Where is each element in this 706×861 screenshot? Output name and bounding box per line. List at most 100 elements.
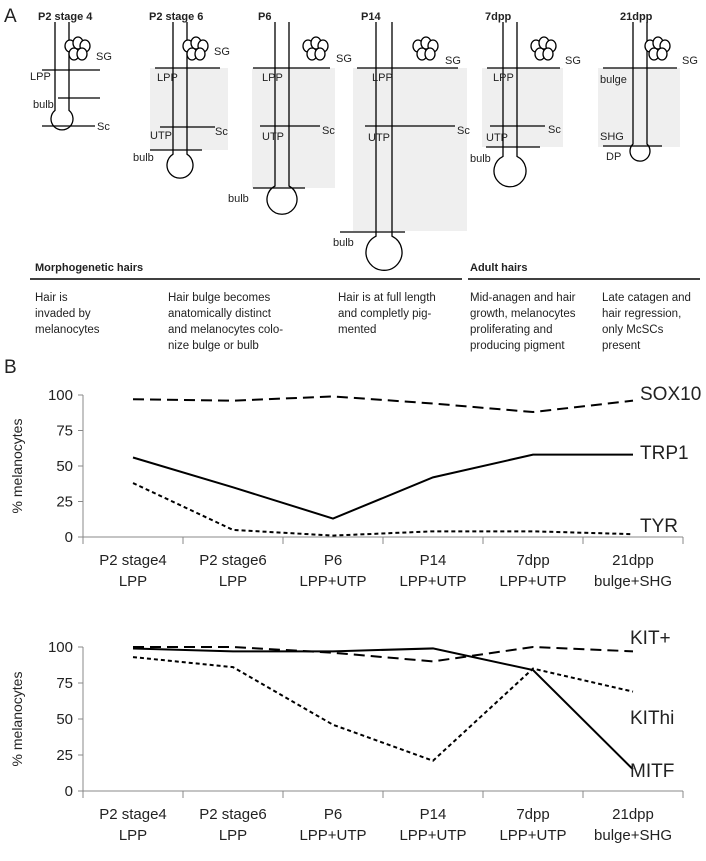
diagram-label: LPP [30,71,51,83]
description-line: Mid-anagen and hair [470,292,576,304]
descriptions: Hair is invaded by melanocytes Hair bulge b… [35,292,691,352]
x-tick-label: P6 [324,806,342,823]
diagram-label: Sc [457,125,470,137]
sebaceous-gland [542,47,554,61]
follicle [629,22,651,162]
stage-title: P14 [361,11,381,23]
series-line [133,645,634,663]
description-line: and completly pig- [338,308,431,320]
x-tick-label: P2 stage6 [199,806,267,823]
diagram-label: SG [682,55,698,67]
diagram-label: LPP [493,72,514,84]
diagram-label: SHG [600,131,624,143]
y-tick-label: 25 [56,494,73,511]
zone [252,68,335,188]
diagram-label: SG [565,55,581,67]
diagram-label: SG [445,55,461,67]
x-tick-label: LPP+UTP [399,827,466,844]
x-tick-label: 21dpp [612,552,654,569]
series-line [132,453,633,520]
series-label: KIThi [630,708,674,729]
sebaceous-gland [656,47,668,61]
x-tick-label: LPP+UTP [299,827,366,844]
description-line: invaded by [35,308,91,320]
description-line: anatomically distinct [168,308,272,320]
y-tick-label: 0 [65,783,73,800]
y-axis-label: % melanocytes [9,419,25,514]
diagram-label: Sc [215,126,228,138]
panel-label: A [4,6,17,27]
description-line: nize bulge or bulb [168,340,259,352]
stage-title: P6 [258,11,271,23]
zone [598,68,680,147]
sebaceous-gland [314,47,326,61]
x-tick-label: 7dpp [516,552,549,569]
x-tick-label: bulge+SHG [594,573,672,590]
diagram-label: Sc [322,125,335,137]
stage-title: P2 stage 6 [149,11,203,23]
diagram-label: SG [214,46,230,58]
follicle [493,22,527,188]
x-tick-label: LPP [119,827,147,844]
diagram-label: bulb [133,152,154,164]
series-label: TRP1 [640,443,689,464]
x-tick-label: P2 stage4 [99,552,167,569]
follicles [50,22,671,271]
description-line: present [602,340,641,352]
zone [150,68,228,150]
diagram-label: bulb [333,237,354,249]
x-tick-label: LPP [219,827,247,844]
y-tick-label: 75 [56,675,73,692]
diagram-label: LPP [372,72,393,84]
x-tick-label: P2 stage6 [199,552,267,569]
stage-title: 7dpp [485,11,512,23]
sebaceous-gland [194,47,206,61]
diagram-label: bulge [600,74,627,86]
diagram-label: DP [606,151,621,163]
series-line [132,656,634,762]
series-label: TYR [640,516,678,537]
x-tick-label: LPP+UTP [499,573,566,590]
group-title: Adult hairs [470,262,527,274]
x-tick-label: LPP [219,573,247,590]
x-tick-label: P6 [324,552,342,569]
description-line: Hair is [35,292,68,304]
diagram-label: SG [96,51,112,63]
description-line: Late catagen and [602,292,691,304]
diagram-label: UTP [262,131,284,143]
x-tick-label: LPP+UTP [499,827,566,844]
y-tick-label: 100 [48,639,73,656]
series-line [132,482,634,537]
description-line: hair regression, [602,308,681,320]
panel-label: B [4,357,17,378]
diagram-label: SG [336,53,352,65]
x-tick-label: 21dpp [612,806,654,823]
line-chart: 0 25 50 75 100 P2 stage4 LPP P2 stage6 LPP P6 LPP+… [9,628,684,844]
sebaceous-gland [76,47,88,61]
description-line: Hair is at full length [338,292,436,304]
diagram-label: UTP [368,132,390,144]
zone [482,68,563,147]
series-line [132,395,634,414]
zone [353,68,467,231]
y-tick-label: 100 [48,387,73,404]
diagram-label: LPP [157,72,178,84]
diagram-label: bulb [228,193,249,205]
x-tick-label: LPP [119,573,147,590]
x-tick-label: P14 [420,806,447,823]
y-axis-label: % melanocytes [9,672,25,767]
diagram-label: UTP [150,130,172,142]
panel-a: A P2 stage 4 P2 stage 6 P6 P14 7dpp 21dp… [4,6,700,352]
description-line: only McSCs [602,324,664,336]
group-title: Morphogenetic hairs [35,262,143,274]
sebaceous-gland [424,47,436,61]
description-line: Hair bulge becomes [168,292,271,304]
follicle [365,22,403,271]
description-line: melanocytes [35,324,100,336]
diagram-label: bulb [33,99,54,111]
series-line [132,647,634,771]
series-label: SOX10 [640,384,701,405]
description-line: proliferating and [470,324,552,336]
diagram-label: Sc [97,121,110,133]
